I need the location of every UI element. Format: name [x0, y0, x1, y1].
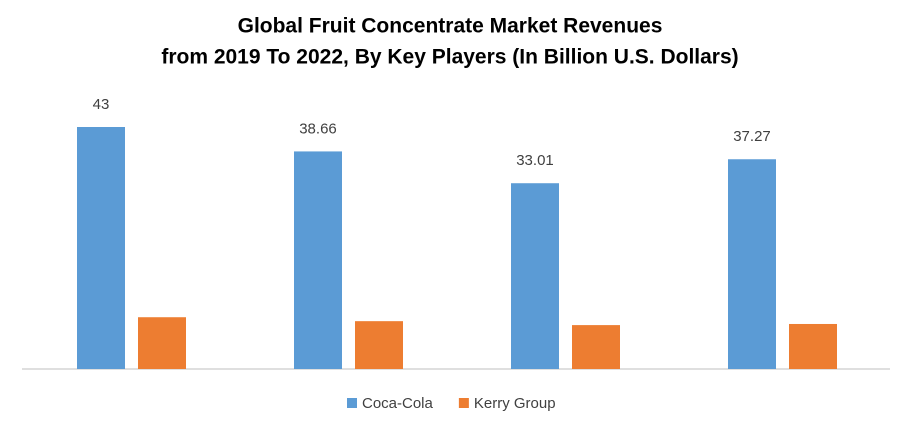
- bar: [138, 317, 186, 369]
- data-label: 38.66: [299, 120, 337, 137]
- legend-label: Coca-Cola: [362, 395, 434, 412]
- bar: [355, 321, 403, 369]
- bar: [728, 159, 776, 369]
- legend-label: Kerry Group: [474, 395, 556, 412]
- bar: [511, 183, 559, 369]
- bar: [294, 151, 342, 369]
- chart-title: from 2019 To 2022, By Key Players (In Bi…: [161, 46, 738, 69]
- chart-title: Global Fruit Concentrate Market Revenues: [238, 15, 663, 38]
- legend-swatch: [458, 398, 469, 408]
- data-label: 43: [93, 96, 110, 113]
- bar: [572, 325, 620, 369]
- bar: [789, 323, 837, 369]
- bar: [77, 127, 125, 369]
- data-label: 37.27: [733, 128, 771, 145]
- data-label: 33.01: [516, 152, 554, 169]
- legend-swatch: [347, 398, 357, 408]
